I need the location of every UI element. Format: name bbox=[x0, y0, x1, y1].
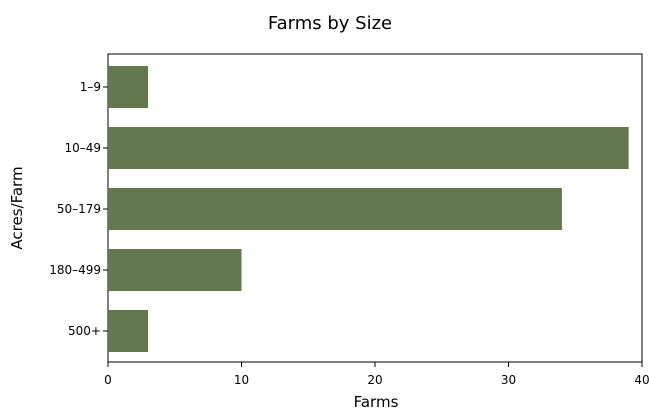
bar-2 bbox=[108, 188, 562, 230]
x-tick-label-1: 10 bbox=[234, 373, 249, 387]
x-axis-label: Farms bbox=[354, 393, 399, 411]
bar-4 bbox=[108, 310, 149, 352]
y-axis: 1–9 10–49 50–179 180–499 500+ bbox=[49, 80, 108, 338]
y-tick-label-2: 50–179 bbox=[57, 202, 101, 216]
x-tick-label-3: 30 bbox=[501, 373, 516, 387]
y-tick-label-3: 180–499 bbox=[49, 263, 101, 277]
bar-0 bbox=[108, 66, 149, 108]
bar-3 bbox=[108, 249, 242, 291]
x-tick-label-4: 40 bbox=[634, 373, 649, 387]
y-tick-label-1: 10–49 bbox=[64, 141, 101, 155]
chart-title: Farms by Size bbox=[268, 13, 392, 34]
y-tick-label-0: 1–9 bbox=[80, 80, 101, 94]
x-tick-label-2: 20 bbox=[367, 373, 382, 387]
x-axis: 0 10 20 30 40 bbox=[104, 362, 649, 387]
bar-1 bbox=[108, 127, 629, 169]
x-tick-label-0: 0 bbox=[104, 373, 112, 387]
y-axis-label: Acres/Farm bbox=[8, 166, 26, 249]
y-tick-label-4: 500+ bbox=[68, 324, 101, 338]
bars-group bbox=[108, 66, 629, 352]
